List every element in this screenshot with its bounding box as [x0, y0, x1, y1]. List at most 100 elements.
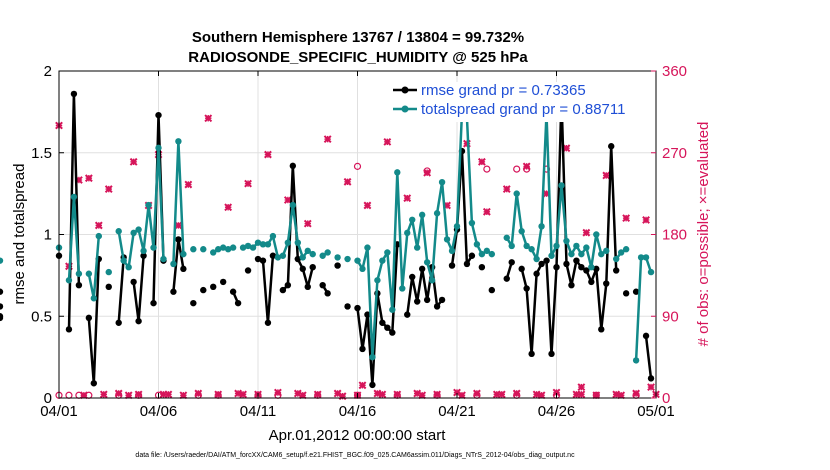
point-rmse [563, 260, 570, 268]
point-rmse [608, 143, 615, 150]
obs-evaluated-marker [602, 171, 611, 180]
point-rmse [0, 303, 4, 310]
point-totalspread [309, 250, 316, 258]
obs-evaluated-marker [537, 391, 546, 400]
point-rmse [379, 319, 386, 326]
point-totalspread [274, 254, 282, 261]
obs-evaluated-marker [497, 390, 506, 399]
point-rmse [573, 257, 580, 264]
x-tick-label: 04/01 [40, 403, 78, 420]
point-rmse [244, 267, 252, 274]
obs-evaluated-marker [204, 114, 213, 123]
point-rmse [219, 278, 227, 286]
point-rmse [538, 260, 545, 268]
point-totalspread [130, 229, 137, 237]
point-rmse [369, 381, 376, 389]
point-totalspread [428, 277, 436, 284]
obs-evaluated-marker [84, 174, 93, 183]
point-totalspread [254, 239, 262, 246]
point-rmse [135, 317, 142, 325]
point-rmse [234, 299, 242, 307]
obs-evaluated-marker [552, 388, 561, 397]
point-rmse [518, 265, 525, 273]
legend-rmse-marker [401, 86, 409, 94]
point-totalspread [423, 259, 431, 266]
point-totalspread [70, 193, 78, 201]
point-rmse [598, 326, 605, 333]
point-totalspread [642, 254, 650, 261]
y-left-tick-label: 1.5 [31, 145, 52, 162]
point-totalspread [409, 216, 416, 223]
point-rmse [75, 281, 83, 289]
point-rmse [190, 299, 197, 307]
point-totalspread [264, 241, 272, 248]
y-left-tick-label: 0 [44, 390, 52, 407]
point-totalspread [548, 252, 555, 259]
obs-evaluated-marker [273, 388, 282, 397]
point-totalspread [190, 246, 197, 253]
chart-subtitle: RADIOSONDE_SPECIFIC_HUMIDITY @ 525 hPa [188, 49, 528, 66]
obs-evaluated-marker [632, 389, 641, 398]
point-totalspread [229, 244, 237, 251]
point-rmse [418, 265, 426, 273]
point-totalspread [115, 228, 122, 235]
point-rmse [468, 252, 476, 259]
point-rmse [548, 350, 555, 358]
obs-evaluated-marker [124, 391, 133, 400]
obs-evaluated-marker [512, 389, 521, 398]
point-totalspread [399, 285, 406, 292]
point-totalspread [219, 244, 227, 251]
point-totalspread [125, 264, 132, 271]
point-totalspread [259, 241, 267, 248]
point-rmse [0, 314, 4, 322]
point-rmse [632, 288, 640, 295]
obs-evaluated-marker [647, 383, 655, 392]
point-rmse [284, 281, 292, 289]
point-rmse [553, 264, 560, 271]
obs-evaluated-marker [159, 390, 168, 399]
point-totalspread [513, 190, 520, 197]
obs-evaluated-marker [313, 390, 322, 399]
point-rmse [404, 311, 411, 318]
obs-evaluated-marker [482, 207, 491, 216]
point-rmse [200, 286, 207, 294]
point-totalspread [324, 249, 331, 256]
point-totalspread [155, 144, 162, 152]
point-rmse [568, 281, 575, 289]
point-rmse [140, 252, 147, 259]
point-totalspread [647, 268, 655, 276]
point-rmse [508, 259, 515, 266]
point-totalspread [180, 250, 187, 258]
point-totalspread [404, 229, 411, 237]
obs-evaluated-marker [423, 168, 432, 177]
obs-evaluated-marker [617, 391, 626, 400]
point-totalspread [150, 244, 157, 251]
point-totalspread [523, 242, 530, 250]
point-totalspread [622, 246, 630, 253]
obs-evaluated-marker [592, 391, 601, 400]
point-rmse [647, 375, 655, 382]
point-totalspread [508, 242, 515, 250]
point-totalspread [95, 232, 103, 240]
y-axis-right-label: # of obs: o=possible; ×=evaluated [695, 122, 712, 347]
point-rmse [583, 267, 590, 274]
obs-evaluated-marker [184, 180, 193, 189]
point-rmse [90, 380, 98, 387]
obs-evaluated-marker [378, 390, 387, 399]
point-totalspread [160, 255, 167, 263]
point-totalspread [0, 257, 4, 264]
point-totalspread [90, 295, 98, 302]
point-rmse [279, 286, 287, 294]
point-totalspread [135, 226, 142, 233]
point-totalspread [279, 252, 287, 259]
point-totalspread [573, 242, 580, 250]
obs-possible-marker [483, 165, 491, 173]
obs-evaluated-marker [622, 214, 631, 223]
chart-title: Southern Hemisphere 13767 / 13804 = 99.7… [192, 29, 524, 46]
obs-evaluated-marker [433, 390, 442, 399]
y-right-tick-label: 270 [662, 145, 687, 162]
point-rmse [70, 90, 78, 98]
point-totalspread [553, 242, 560, 250]
point-totalspread [374, 277, 381, 284]
obs-evaluated-marker [562, 144, 571, 153]
